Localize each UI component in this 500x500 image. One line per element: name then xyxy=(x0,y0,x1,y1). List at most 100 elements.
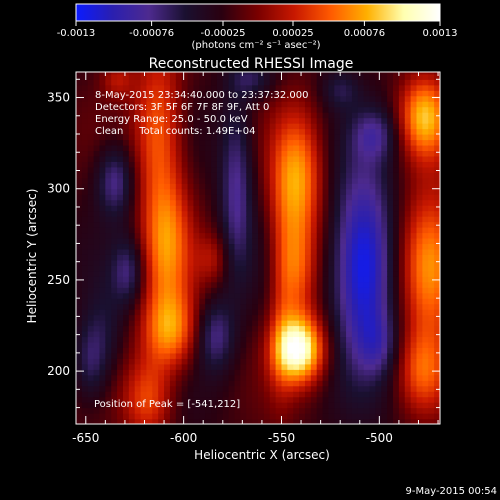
heatmap-cell xyxy=(434,320,440,327)
heatmap-cell xyxy=(316,243,324,250)
heatmap-cell xyxy=(234,330,241,338)
heatmap-cell xyxy=(258,330,265,338)
heatmap-cell xyxy=(93,139,101,146)
heatmap-cell xyxy=(299,374,306,381)
heatmap-cell xyxy=(275,199,283,206)
heatmap-cell xyxy=(351,216,359,223)
heatmap-cell xyxy=(211,287,218,294)
heatmap-cell xyxy=(222,292,230,299)
heatmap-cell xyxy=(117,407,124,414)
heatmap-cell xyxy=(381,314,388,321)
heatmap-cell xyxy=(216,396,224,403)
heatmap-cell xyxy=(293,84,300,91)
heatmap-cell xyxy=(99,276,106,283)
heatmap-cell xyxy=(193,134,200,141)
heatmap-cell xyxy=(398,134,406,141)
heatmap-cell xyxy=(111,123,118,130)
heatmap-cell xyxy=(93,347,101,354)
heatmap-cell xyxy=(269,369,277,376)
heatmap-cell xyxy=(269,314,277,321)
heatmap-cell xyxy=(240,106,247,113)
heatmap-cell xyxy=(434,79,440,86)
heatmap-cell xyxy=(240,336,247,343)
heatmap-cell xyxy=(240,254,247,261)
heatmap-cell xyxy=(410,177,418,184)
heatmap-cell xyxy=(228,232,236,239)
heatmap-cell xyxy=(340,325,347,332)
heatmap-cell xyxy=(99,314,106,321)
heatmap-cell xyxy=(164,73,171,80)
heatmap-cell xyxy=(422,341,429,348)
heatmap-cell xyxy=(117,254,124,261)
heatmap-cell xyxy=(287,177,294,184)
heatmap-cell xyxy=(87,232,95,239)
heatmap-cell xyxy=(393,150,400,157)
heatmap-cell xyxy=(122,358,130,365)
heatmap-cell xyxy=(193,341,200,348)
heatmap-cell xyxy=(416,259,423,266)
heatmap-cell xyxy=(316,199,324,206)
heatmap-cell xyxy=(428,418,435,424)
heatmap-cell xyxy=(228,254,236,261)
heatmap-cell xyxy=(281,134,288,141)
heatmap-cell xyxy=(263,303,271,310)
heatmap-cell xyxy=(222,270,230,277)
heatmap-cell xyxy=(81,336,89,343)
heatmap-cell xyxy=(81,139,89,146)
heatmap-cell xyxy=(240,101,247,108)
heatmap-cell xyxy=(222,79,230,86)
heatmap-cell xyxy=(252,155,259,162)
heatmap-cell xyxy=(228,199,236,206)
heatmap-cell xyxy=(199,216,206,223)
heatmap-cell xyxy=(105,270,112,277)
heatmap-cell xyxy=(105,325,112,332)
heatmap-cell xyxy=(228,374,236,381)
heatmap-cell xyxy=(357,205,365,212)
heatmap-cell xyxy=(428,123,435,130)
heatmap-cell xyxy=(416,369,423,376)
heatmap-cell xyxy=(193,172,200,179)
heatmap-cell xyxy=(128,248,136,255)
heatmap-cell xyxy=(410,314,418,321)
heatmap-cell xyxy=(328,391,335,398)
heatmap-cell xyxy=(387,79,394,86)
heatmap-cell xyxy=(340,336,347,343)
heatmap-cell xyxy=(93,199,101,206)
heatmap-cell xyxy=(76,227,83,234)
heatmap-cell xyxy=(334,330,341,338)
heatmap-cell xyxy=(422,150,429,157)
heatmap-cell xyxy=(216,287,224,294)
heatmap-cell xyxy=(316,303,324,310)
heatmap-cell xyxy=(351,385,359,392)
heatmap-cell xyxy=(263,341,271,348)
heatmap-cell xyxy=(246,221,253,228)
heatmap-cell xyxy=(164,183,171,190)
heatmap-cell xyxy=(310,112,318,119)
heatmap-cell xyxy=(328,216,335,223)
heatmap-cell xyxy=(275,237,283,245)
heatmap-cell xyxy=(398,73,406,80)
heatmap-cell xyxy=(216,259,224,266)
heatmap-cell xyxy=(328,205,335,212)
heatmap-cell xyxy=(351,407,359,414)
heatmap-cell xyxy=(422,407,429,414)
heatmap-cell xyxy=(287,407,294,414)
heatmap-cell xyxy=(246,199,253,206)
heatmap-cell xyxy=(222,385,230,392)
heatmap-cell xyxy=(140,194,148,201)
heatmap-cell xyxy=(387,347,394,354)
heatmap-cell xyxy=(428,134,435,141)
heatmap-cell xyxy=(205,374,212,381)
heatmap-cell xyxy=(393,413,400,420)
heatmap-cell xyxy=(316,117,324,124)
heatmap-cell xyxy=(275,177,283,184)
heatmap-cell xyxy=(304,150,312,157)
heatmap-cell xyxy=(328,172,335,179)
heatmap-cell xyxy=(410,134,418,141)
heatmap-cell xyxy=(222,139,230,146)
heatmap-cell xyxy=(258,402,265,409)
heatmap-cell xyxy=(316,150,324,157)
heatmap-cell xyxy=(310,84,318,91)
heatmap-cell xyxy=(322,123,330,130)
heatmap-cell xyxy=(375,385,382,392)
